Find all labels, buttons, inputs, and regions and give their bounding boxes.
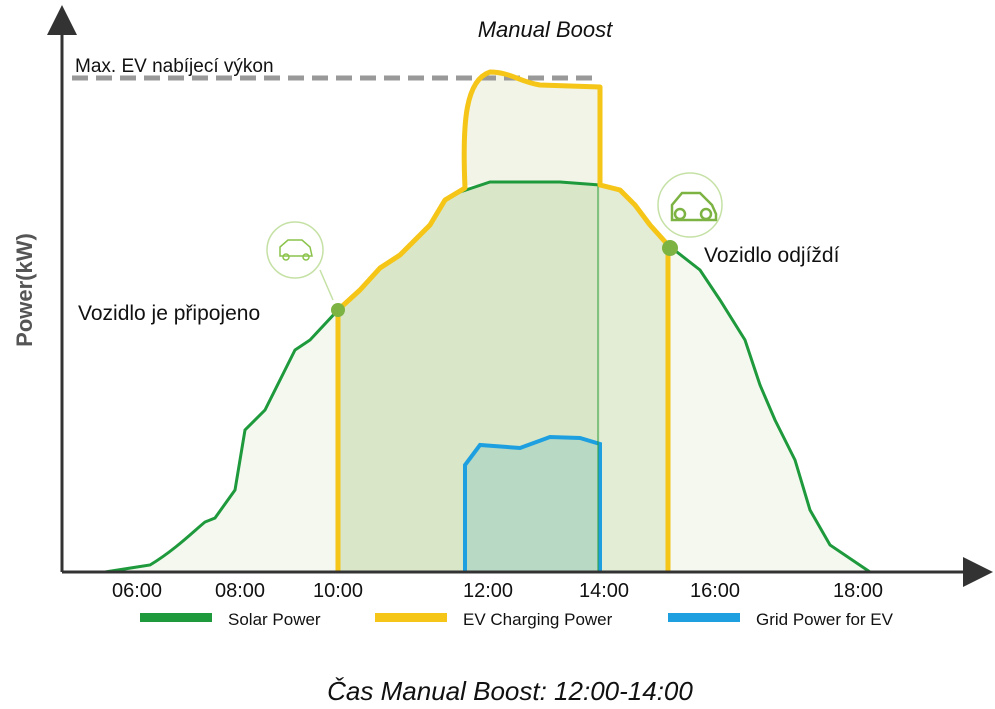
x-tick-label: 12:00 (463, 580, 513, 602)
legend-label: Grid Power for EV (756, 610, 894, 629)
x-tick-label: 10:00 (313, 580, 363, 602)
grid-area (465, 437, 600, 572)
annotation: Vozidlo je připojeno (78, 302, 260, 325)
y-axis-label: Power(kW) (12, 233, 37, 347)
car-icon (266, 221, 334, 301)
caption: Čas Manual Boost: 12:00-14:00 (327, 676, 693, 706)
depart-point (662, 240, 678, 256)
x-tick-label: 14:00 (579, 580, 629, 602)
annotation: Vozidlo odjíždí (704, 244, 840, 267)
x-tick-label: 18:00 (833, 580, 883, 602)
ev-curve (335, 69, 671, 572)
solar-area (105, 310, 338, 572)
legend-swatch (375, 613, 447, 622)
x-tick-label: 08:00 (215, 580, 265, 602)
x-tick-label: 06:00 (112, 580, 162, 602)
title: Manual Boost (478, 17, 613, 42)
max-label: Max. EV nabíjecí výkon (75, 56, 274, 77)
boost-area (464, 72, 600, 185)
legend-label: EV Charging Power (463, 610, 613, 629)
legend-label: Solar Power (228, 610, 321, 629)
legend-swatch (140, 613, 212, 622)
connect-point (331, 303, 345, 317)
legend-swatch (668, 613, 740, 622)
car-icon (657, 172, 723, 238)
x-tick-label: 16:00 (690, 580, 740, 602)
grid-line (463, 434, 602, 572)
